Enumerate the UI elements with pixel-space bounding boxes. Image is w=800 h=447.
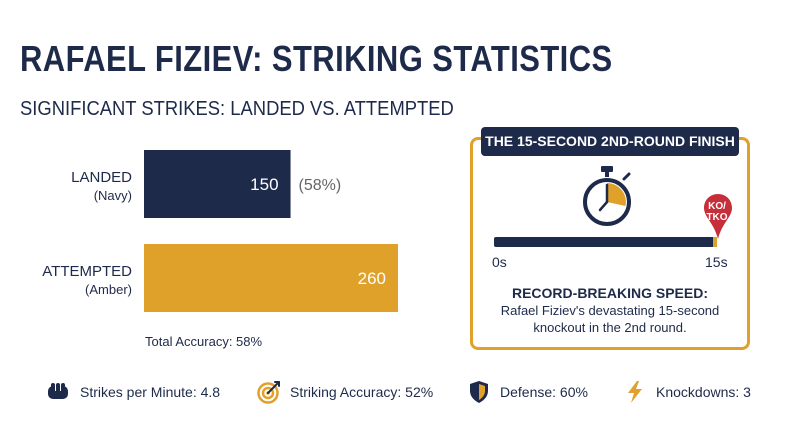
lightning-icon <box>622 380 648 404</box>
finish-timeline-bar <box>494 237 716 247</box>
stat-knockdowns: Knockdowns: 3 <box>622 380 751 404</box>
target-icon <box>256 380 282 404</box>
timeline-start-label: 0s <box>492 254 507 270</box>
category-sublabel: (Navy) <box>94 188 132 203</box>
stat-label: Striking Accuracy: 52% <box>290 384 434 400</box>
bar-value-label: 150 <box>250 175 278 194</box>
chart-subtitle: SIGNIFICANT STRIKES: LANDED VS. ATTEMPTE… <box>20 98 454 120</box>
bar-landed <box>144 150 291 218</box>
finish-timeline-end <box>713 237 717 247</box>
category-label: LANDED <box>71 169 132 186</box>
bar-annotation: (58%) <box>299 177 342 194</box>
timeline-end-label: 15s <box>705 254 728 270</box>
ko-marker-label: KO/ TKO <box>706 201 728 223</box>
record-heading: RECORD-BREAKING SPEED: <box>511 285 708 301</box>
page-title: RAFAEL FIZIEV: STRIKING STATISTICS <box>20 38 613 79</box>
strikes-bar-chart: 150 LANDED (Navy) (58%) 260 ATTEMPTED (Amber) T… <box>42 150 398 349</box>
ko-marker-icon <box>704 194 732 239</box>
stat-label: Defense: 60% <box>500 384 588 400</box>
stat-label: Knockdowns: 3 <box>656 384 751 400</box>
fist-icon <box>46 380 72 404</box>
chart-footnote: Total Accuracy: 58% <box>145 334 262 349</box>
finish-card-title: THE 15-SECOND 2ND-ROUND FINISH <box>481 127 739 156</box>
stopwatch-icon <box>583 166 631 226</box>
category-label: ATTEMPTED <box>42 263 132 280</box>
bar-attempted <box>144 244 398 312</box>
category-sublabel: (Amber) <box>85 282 132 297</box>
stat-label: Strikes per Minute: 4.8 <box>80 384 221 400</box>
record-description: Rafael Fiziev's devastating 15-second kn… <box>500 303 720 335</box>
stat-defense: Defense: 60% <box>466 380 588 404</box>
stat-strikes-per-minute: Strikes per Minute: 4.8 <box>46 380 220 404</box>
bar-value-label: 260 <box>358 269 386 288</box>
stat-striking-accuracy: Striking Accuracy: 52% <box>256 380 433 404</box>
shield-icon <box>466 380 492 404</box>
